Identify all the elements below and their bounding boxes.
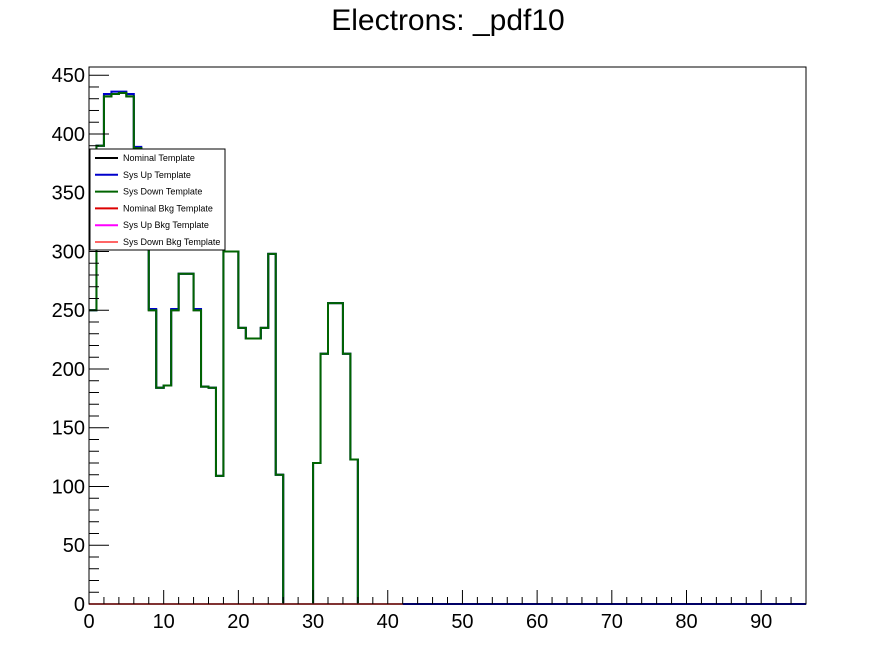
legend-label: Nominal Template [123, 153, 195, 163]
x-tick-label: 70 [601, 611, 623, 633]
x-tick-label: 20 [227, 611, 249, 633]
legend-box [89, 148, 226, 251]
x-tick-label: 0 [83, 611, 94, 633]
y-tick-label: 150 [52, 418, 85, 440]
legend: Nominal Template Sys Up Template Sys Down … [89, 148, 226, 251]
x-tick-label: 40 [377, 611, 399, 633]
x-tick-label: 80 [675, 611, 697, 633]
ticks-layer: 0 10 20 30 40 50 60 70 80 90 0 50 100 150 200 250 300 350… [52, 65, 807, 633]
y-tick-label: 50 [63, 535, 85, 557]
y-tick-label: 450 [52, 65, 85, 87]
chart-title: Electrons: _pdf10 [331, 4, 565, 37]
y-tick-label: 250 [52, 300, 85, 322]
y-tick-label: 200 [52, 359, 85, 381]
x-tick-label: 10 [153, 611, 175, 633]
plot-frame [88, 66, 807, 605]
legend-label: Sys Up Bkg Template [123, 220, 209, 230]
x-tick-label: 90 [750, 611, 772, 633]
y-tick-label: 350 [52, 183, 85, 205]
legend-label: Nominal Bkg Template [123, 203, 213, 213]
y-tick-label: 0 [74, 594, 85, 616]
legend-label: Sys Down Template [123, 187, 202, 197]
y-tick-label: 300 [52, 241, 85, 263]
x-tick-label: 60 [526, 611, 548, 633]
y-tick-label: 100 [52, 476, 85, 498]
y-tick-label: 400 [52, 124, 85, 146]
x-tick-label: 30 [302, 611, 324, 633]
legend-label: Sys Up Template [123, 170, 191, 180]
series-sys-down-template [89, 91, 403, 605]
x-tick-label: 50 [451, 611, 473, 633]
legend-label: Sys Down Bkg Template [123, 237, 220, 247]
